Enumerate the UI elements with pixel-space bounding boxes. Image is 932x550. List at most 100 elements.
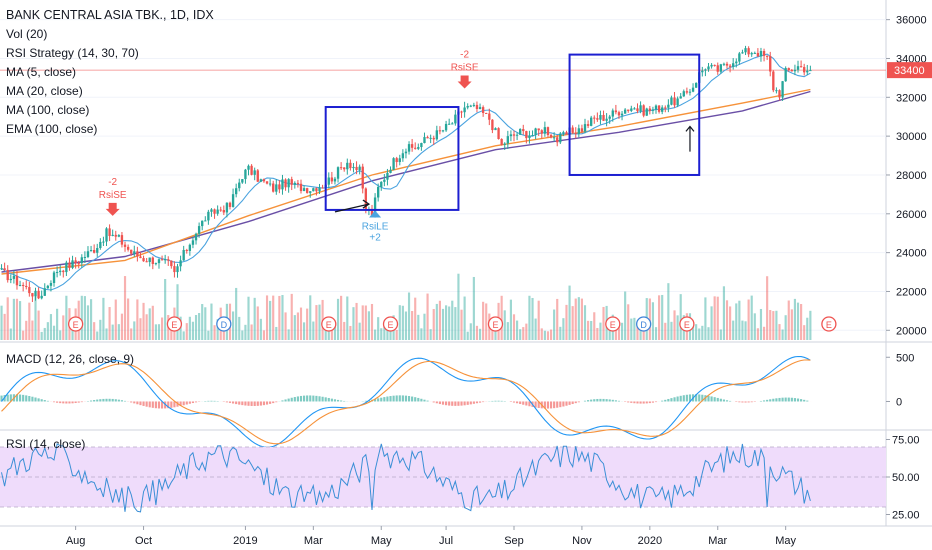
volume-bar: [93, 322, 96, 340]
macd-histogram-bar: [414, 397, 417, 402]
signal-label: RsiSE: [99, 190, 127, 201]
event-marker: [679, 316, 695, 332]
macd-histogram-bar: [364, 400, 367, 402]
macd-label[interactable]: MACD (12, 26, close, 9): [6, 352, 135, 366]
candle-body: [55, 272, 59, 274]
volume-bar: [525, 323, 528, 340]
candle-body: [611, 110, 614, 117]
candle-body: [661, 107, 664, 112]
candle-body: [281, 179, 284, 190]
macd-histogram-bar: [738, 401, 741, 403]
annotation-arrow: [334, 203, 370, 213]
candle-body: [790, 70, 794, 72]
candle-body: [401, 153, 405, 159]
volume-bar: [247, 296, 250, 340]
rsi-tick-label: 75.00: [892, 435, 920, 447]
legend-ema100[interactable]: EMA (100, close): [6, 122, 98, 136]
macd-histogram-bar: [52, 401, 56, 403]
macd-histogram-bar: [722, 399, 726, 402]
volume-bar: [349, 325, 352, 340]
volume-bar: [556, 298, 559, 340]
ma20-line: [1, 53, 811, 291]
candle-body: [710, 64, 713, 67]
candle-body: [376, 186, 380, 198]
candle-body: [170, 260, 173, 267]
macd-histogram-bar: [654, 401, 658, 403]
volume-bar: [31, 320, 34, 340]
candle-body: [497, 128, 500, 140]
macd-histogram-bar: [759, 400, 763, 402]
candle-body: [136, 251, 139, 257]
volume-bar: [374, 329, 377, 340]
volume-bar: [105, 328, 108, 340]
macd-histogram-bar: [136, 401, 139, 405]
volume-bar: [207, 330, 210, 340]
macd-histogram-bar: [716, 397, 719, 402]
candle-body: [704, 69, 707, 71]
candle-body: [315, 188, 318, 192]
macd-histogram-bar: [272, 401, 275, 404]
volume-bar: [469, 323, 472, 340]
candle-body: [398, 158, 401, 163]
volume-bar: [654, 327, 658, 340]
macd-histogram-bar: [96, 399, 99, 402]
macd-histogram-bar: [642, 401, 645, 404]
volume-bar: [40, 331, 43, 340]
volume-bar: [176, 284, 179, 340]
rsi-tick-label: 25.00: [892, 510, 920, 522]
macd-histogram-bar: [0, 395, 3, 402]
candle-body: [414, 147, 417, 149]
legend-ma20[interactable]: MA (20, close): [6, 84, 83, 98]
macd-histogram-bar: [472, 401, 475, 404]
candle-body: [466, 106, 469, 108]
candle-body: [410, 144, 414, 148]
macd-histogram-bar: [448, 401, 451, 406]
macd-histogram-bar: [244, 401, 247, 406]
legend-ma5[interactable]: MA (5, close): [6, 65, 77, 79]
volume-bar: [704, 297, 707, 340]
price-tick-label: 28000: [896, 170, 927, 182]
candle-body: [475, 104, 479, 110]
candle-body: [583, 124, 587, 132]
macd-histogram-bar: [321, 396, 324, 402]
volume-bar: [549, 329, 553, 340]
volume-bar: [624, 291, 627, 340]
time-tick-label: Sep: [504, 535, 524, 547]
volume-bar: [43, 327, 46, 340]
candle-body: [163, 259, 167, 261]
macd-histogram-bar: [114, 399, 117, 402]
candle-body: [241, 179, 244, 183]
volume-bar: [583, 305, 587, 340]
macd-histogram-bar: [457, 401, 460, 406]
macd-histogram-bar: [750, 401, 753, 403]
macd-histogram-bar: [269, 401, 272, 404]
volume-bar: [667, 283, 670, 340]
volume-bar: [111, 324, 114, 340]
candle-body: [111, 234, 114, 237]
annotation-box: [568, 53, 701, 176]
legend-ma100[interactable]: MA (100, close): [6, 103, 90, 117]
annotation-arrow: [685, 125, 695, 152]
candle-body: [52, 272, 56, 284]
macd-histogram-bar: [522, 401, 525, 405]
price-tick-label: 22000: [896, 286, 927, 298]
macd-histogram-bar: [497, 400, 500, 402]
candle-body: [108, 228, 111, 237]
rsi-label[interactable]: RSI (14, close): [6, 437, 86, 451]
candle-body: [105, 228, 108, 242]
legend-rsi-strategy[interactable]: RSI Strategy (14, 30, 70): [6, 46, 139, 60]
candle-body: [506, 136, 510, 144]
last-price-label: 33400: [894, 65, 925, 77]
volume-bar: [62, 315, 65, 340]
volume-bar: [287, 329, 290, 340]
macd-histogram-bar: [386, 396, 389, 402]
macd-histogram-bar: [556, 401, 559, 408]
signal-value: +2: [369, 232, 381, 243]
legend-vol[interactable]: Vol (20): [6, 27, 48, 41]
candle-body: [546, 127, 550, 135]
volume-bar: [352, 307, 355, 340]
candle-body: [549, 134, 553, 138]
macd-histogram-bar: [661, 400, 664, 402]
candle-body: [574, 132, 577, 134]
chart-title: BANK CENTRAL ASIA TBK., 1D, IDX: [6, 8, 214, 22]
